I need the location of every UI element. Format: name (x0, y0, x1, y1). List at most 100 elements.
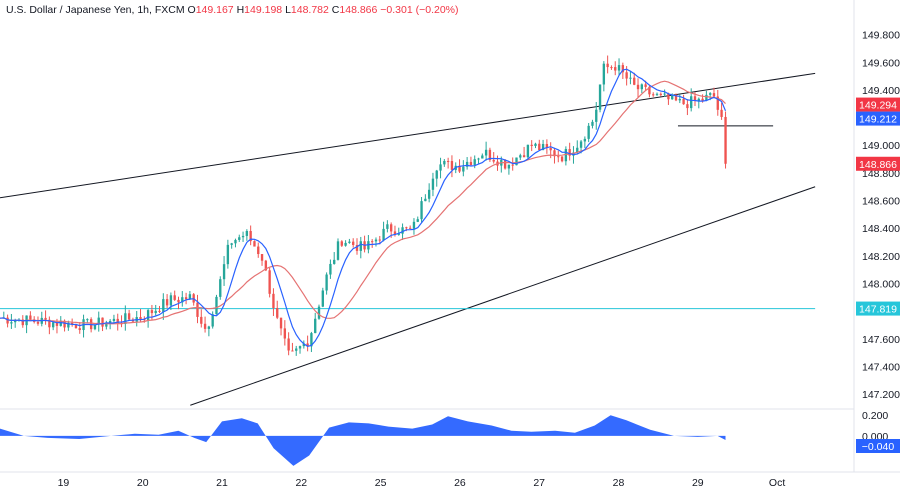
candle-body (344, 242, 347, 246)
candle-body (549, 147, 552, 151)
candle-body (511, 164, 514, 166)
change-value: −0.301 (−0.20%) (380, 4, 459, 16)
candle-body (621, 65, 625, 73)
candle-body (181, 297, 184, 303)
low-value: 148.782 (290, 4, 329, 16)
price-badge-bg (856, 156, 900, 171)
candle-body (439, 164, 442, 171)
price-badge-bg (856, 111, 900, 126)
candle-body (401, 227, 404, 234)
candle-body (469, 161, 473, 165)
y-tick-label: 149.600 (862, 57, 900, 69)
candle-body (427, 189, 431, 199)
candle-body (226, 244, 230, 265)
x-tick-label: 21 (216, 477, 228, 489)
candle-body (108, 320, 112, 324)
low-label: L (285, 4, 291, 16)
candle-body (564, 149, 568, 162)
candle-body (329, 263, 332, 275)
candle-body (279, 317, 283, 329)
price-badge: 149.212 (859, 114, 897, 126)
candle-body (348, 241, 351, 243)
candle-body (393, 231, 397, 235)
candle-body (576, 147, 579, 153)
candle-body (6, 317, 9, 324)
close-label: C (331, 4, 340, 16)
candle-body (644, 84, 647, 87)
candle-body (238, 237, 241, 240)
candle-body (693, 96, 697, 101)
oscillator (0, 415, 726, 466)
candle-body (560, 156, 564, 162)
y-tick-label: 149.000 (862, 140, 900, 152)
candle-body (450, 161, 454, 170)
candle-body (431, 178, 435, 190)
candle-body (272, 293, 275, 308)
candle-body (397, 233, 400, 235)
candles (2, 55, 727, 356)
candle-body (257, 246, 260, 255)
candle-body (200, 316, 203, 324)
candle-body (389, 224, 393, 232)
candle-body (196, 302, 199, 317)
candle-body (317, 306, 321, 319)
x-tick-label: Oct (769, 477, 785, 489)
candle-body (321, 290, 324, 307)
x-tick-label: 29 (692, 477, 704, 489)
candle-body (678, 99, 681, 101)
candle-body (314, 318, 317, 334)
candle-body (568, 149, 571, 156)
open-label: O (187, 4, 196, 16)
moving-averages (0, 68, 727, 347)
candle-body (614, 67, 617, 71)
candle-body (686, 104, 689, 109)
high-value: 149.198 (244, 4, 283, 16)
candle-body (462, 166, 465, 172)
candle-body (70, 322, 74, 324)
candle-body (287, 338, 290, 351)
candle-body (598, 84, 602, 110)
candle-body (503, 159, 507, 169)
candle-body (652, 94, 655, 96)
candle-body (484, 149, 488, 156)
y-tick-label: 148.400 (862, 223, 900, 235)
candle-body (458, 165, 461, 172)
candle-body (720, 109, 723, 117)
x-tick-label: 26 (454, 477, 466, 489)
candle-body (260, 254, 264, 261)
candle-body (446, 160, 450, 162)
candle-body (648, 86, 651, 95)
candle-body (591, 121, 594, 126)
candle-body (579, 141, 583, 148)
candle-body (617, 65, 621, 71)
candle-body (184, 297, 188, 300)
candle-body (234, 239, 237, 244)
candle-body (697, 98, 700, 101)
candle-body (374, 239, 378, 242)
candle-body (230, 243, 233, 245)
y-tick-label: 148.200 (862, 251, 900, 263)
candle-body (682, 99, 685, 105)
candle-body (443, 160, 446, 165)
candle-body (173, 295, 176, 300)
candle-body (215, 296, 218, 315)
candle-body (116, 318, 119, 324)
candle-body (325, 274, 328, 291)
candle-body (663, 93, 666, 95)
candle-body (386, 224, 389, 229)
candle-body (146, 310, 150, 321)
candle-body (636, 84, 640, 90)
candle-body (306, 343, 309, 347)
candle-body (465, 161, 469, 167)
candle-body (629, 77, 632, 79)
y-tick-label: 149.800 (862, 30, 900, 42)
candle-body (336, 241, 340, 260)
candle-body (424, 198, 427, 202)
candle-body (253, 241, 256, 247)
candle-body (538, 143, 541, 151)
candle-body (515, 157, 518, 166)
candle-body (211, 314, 214, 327)
candle-body (310, 333, 313, 347)
